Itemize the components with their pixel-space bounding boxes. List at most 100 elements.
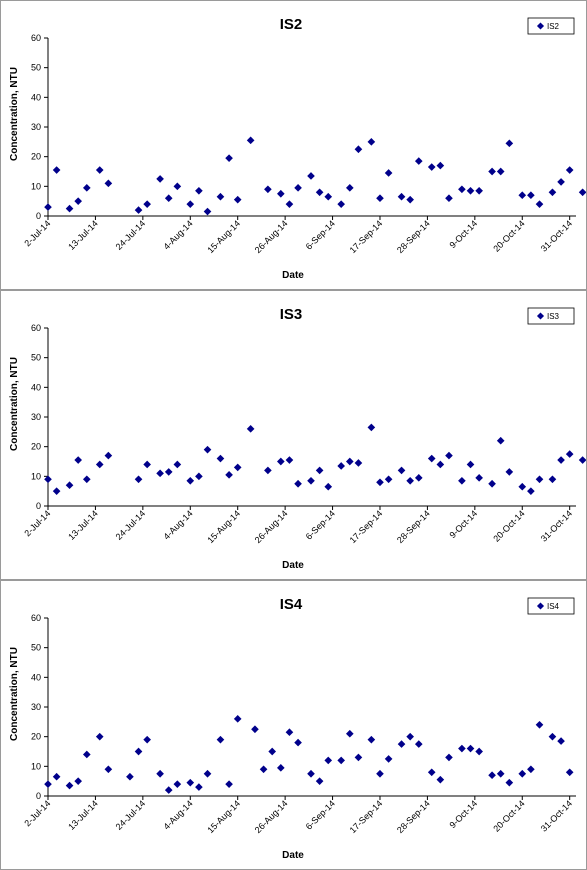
x-tick-label: 2-Jul-14: [22, 218, 52, 248]
x-tick-label: 6-Sep-14: [304, 218, 337, 251]
legend-marker: [536, 22, 545, 30]
data-point: [143, 200, 151, 208]
y-tick-label: 30: [31, 702, 41, 712]
data-point: [173, 182, 182, 191]
data-point: [104, 451, 113, 460]
data-point: [95, 166, 104, 174]
data-point: [445, 753, 453, 762]
x-tick-label: 9-Oct-14: [447, 218, 479, 250]
data-point: [259, 765, 268, 774]
data-point: [264, 185, 272, 194]
data-point: [65, 204, 74, 213]
data-point: [436, 460, 445, 469]
chart-title: IS2: [280, 16, 303, 33]
data-point: [44, 203, 52, 211]
data-point: [233, 463, 242, 472]
y-tick-label: 50: [31, 63, 41, 73]
data-point: [277, 189, 285, 198]
legend-label: IS3: [547, 312, 560, 321]
x-tick-label: 2-Jul-14: [22, 798, 52, 828]
data-point: [225, 780, 233, 788]
data-point: [203, 445, 212, 454]
data-point: [315, 466, 324, 475]
data-point: [496, 769, 505, 778]
x-tick-label: 17-Sep-14: [348, 508, 385, 545]
legend-label: IS2: [547, 22, 560, 31]
data-point: [527, 765, 535, 774]
data-point: [186, 200, 195, 208]
data-point: [505, 778, 514, 787]
data-point: [233, 715, 242, 723]
legend: IS4: [527, 597, 575, 615]
legend-box: [527, 17, 575, 35]
data-point: [233, 195, 242, 204]
data-point: [74, 456, 82, 464]
x-tick-label: 26-Aug-14: [253, 798, 290, 835]
x-tick-label: 4-Aug-14: [161, 218, 194, 251]
y-axis-label: Concentration, NTU: [9, 647, 20, 741]
data-point: [294, 183, 302, 192]
data-point: [268, 747, 277, 756]
data-point: [354, 145, 363, 154]
y-tick-label: 20: [31, 732, 41, 742]
data-point: [345, 183, 354, 192]
data-point: [307, 476, 315, 485]
data-point: [475, 186, 483, 195]
data-point: [518, 191, 527, 200]
x-tick-label: 15-Aug-14: [205, 508, 242, 545]
x-tick-label: 9-Oct-14: [447, 798, 479, 830]
data-point: [164, 468, 173, 476]
data-point: [475, 473, 483, 482]
data-point: [475, 747, 483, 756]
data-point: [104, 179, 113, 188]
data-point: [557, 456, 565, 464]
data-point: [557, 178, 565, 186]
x-tick-label: 13-Jul-14: [66, 218, 100, 252]
data-point: [458, 185, 466, 194]
y-tick-label: 0: [36, 211, 41, 221]
data-point: [216, 454, 225, 463]
data-point: [156, 769, 164, 778]
data-point: [397, 466, 406, 475]
data-point: [82, 750, 91, 759]
legend-marker: [536, 312, 545, 320]
data-point: [427, 768, 436, 777]
data-point: [277, 763, 285, 772]
data-point: [95, 732, 104, 741]
x-axis-label: Date: [282, 560, 304, 571]
data-point: [505, 139, 514, 148]
data-point: [397, 192, 406, 201]
data-point: [376, 769, 384, 778]
data-point: [82, 475, 91, 484]
data-point: [156, 175, 164, 183]
data-point: [384, 755, 393, 763]
chart-svg-is3: IS3 Concentration, NTU Date IS3 0 10 20 30 4…: [9, 306, 586, 571]
data-point: [156, 469, 164, 478]
data-point: [264, 466, 272, 475]
data-point: [458, 744, 466, 753]
data-point: [65, 481, 74, 490]
data-point: [354, 459, 363, 467]
data-point: [436, 161, 445, 170]
x-tick-label: 31-Oct-14: [539, 798, 574, 833]
data-point: [307, 172, 315, 180]
x-axis-label: Date: [282, 270, 304, 281]
data-point: [414, 157, 423, 165]
data-point: [535, 720, 544, 729]
y-tick-label: 40: [31, 92, 41, 102]
data-point: [427, 454, 436, 463]
chart-title: IS4: [280, 596, 303, 613]
chart-title: IS3: [280, 306, 303, 323]
data-point: [406, 476, 414, 485]
y-tick-label: 60: [31, 323, 41, 333]
legend-label: IS4: [547, 602, 560, 611]
legend: IS2: [527, 17, 575, 35]
y-tick-label: 50: [31, 353, 41, 363]
data-point: [225, 471, 233, 479]
y-tick-label: 10: [31, 761, 41, 771]
data-point: [195, 186, 203, 195]
legend-box: [527, 307, 575, 325]
y-tick-label: 30: [31, 412, 41, 422]
data-point: [285, 728, 294, 737]
plot-area: 0 10 20 30 40 50 60 2-Jul-14 13-Jul-14 24-Jul-14 4…: [22, 613, 576, 835]
